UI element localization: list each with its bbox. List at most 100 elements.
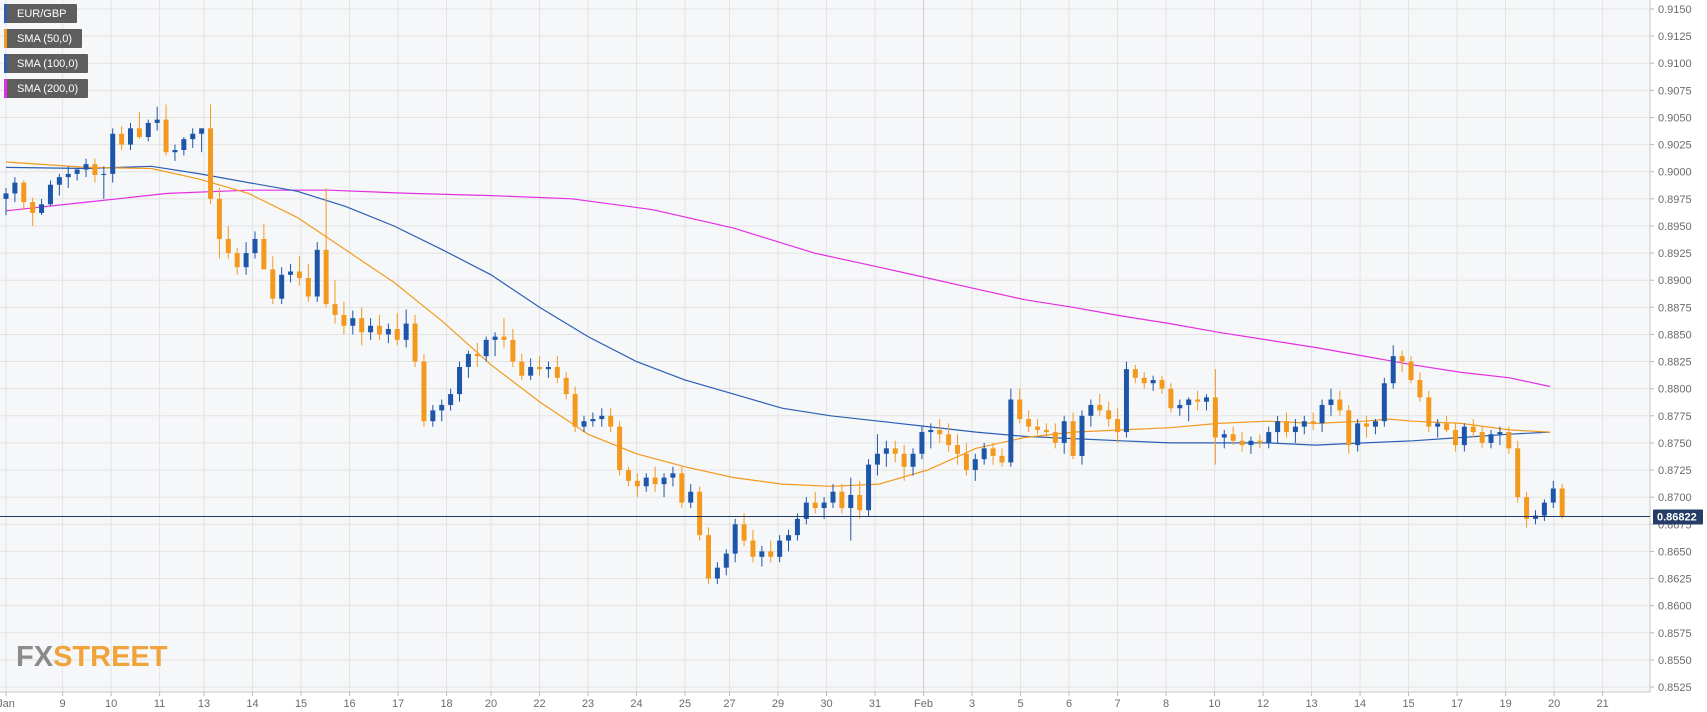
- candle[interactable]: [892, 440, 898, 463]
- candle[interactable]: [830, 484, 836, 509]
- candle[interactable]: [634, 473, 640, 498]
- candle[interactable]: [332, 280, 338, 324]
- candle[interactable]: [1381, 377, 1387, 427]
- candle[interactable]: [1159, 375, 1165, 395]
- candle[interactable]: [145, 119, 151, 142]
- candle[interactable]: [448, 388, 454, 411]
- candle[interactable]: [794, 513, 800, 541]
- legend-item-sma-100[interactable]: SMA (100,0): [4, 54, 89, 73]
- candle[interactable]: [777, 535, 783, 563]
- candle[interactable]: [1470, 419, 1476, 438]
- candle[interactable]: [661, 473, 667, 498]
- candle[interactable]: [563, 372, 569, 400]
- candle[interactable]: [625, 466, 631, 487]
- candle[interactable]: [412, 314, 418, 367]
- candle[interactable]: [705, 527, 711, 584]
- candle[interactable]: [581, 415, 587, 433]
- candle[interactable]: [741, 513, 747, 546]
- candle[interactable]: [1035, 419, 1041, 435]
- candle[interactable]: [234, 247, 240, 275]
- candle[interactable]: [1177, 399, 1183, 416]
- candle[interactable]: [1150, 375, 1156, 391]
- candle[interactable]: [83, 158, 89, 178]
- candle[interactable]: [554, 356, 560, 384]
- candle[interactable]: [857, 480, 863, 519]
- candle[interactable]: [928, 423, 934, 449]
- legend-item-eurgbp[interactable]: EUR/GBP: [4, 4, 77, 23]
- candle[interactable]: [768, 540, 774, 563]
- candle[interactable]: [617, 421, 623, 476]
- candle[interactable]: [1497, 426, 1503, 446]
- candle[interactable]: [1506, 426, 1512, 454]
- candle[interactable]: [323, 187, 329, 308]
- candle[interactable]: [803, 497, 809, 525]
- candle[interactable]: [1008, 388, 1014, 467]
- candle[interactable]: [1043, 423, 1049, 438]
- candle[interactable]: [21, 180, 27, 210]
- candle[interactable]: [1328, 388, 1334, 416]
- candle[interactable]: [1372, 419, 1378, 435]
- candle[interactable]: [350, 310, 356, 335]
- candle[interactable]: [1061, 415, 1067, 454]
- candle[interactable]: [1203, 394, 1209, 411]
- candle[interactable]: [483, 336, 489, 362]
- candle[interactable]: [1364, 415, 1370, 438]
- candle[interactable]: [385, 323, 391, 344]
- candle[interactable]: [1106, 401, 1112, 427]
- candle[interactable]: [910, 448, 916, 476]
- candle[interactable]: [1230, 426, 1236, 446]
- candle[interactable]: [1408, 356, 1414, 384]
- candle[interactable]: [723, 549, 729, 576]
- candle[interactable]: [1070, 412, 1076, 460]
- candle[interactable]: [1212, 369, 1218, 465]
- candle[interactable]: [172, 144, 178, 161]
- candle[interactable]: [572, 386, 578, 433]
- candle[interactable]: [1390, 345, 1396, 389]
- candle[interactable]: [821, 497, 827, 519]
- candle[interactable]: [47, 180, 53, 207]
- candle[interactable]: [1524, 491, 1530, 528]
- candle[interactable]: [643, 473, 649, 492]
- candle[interactable]: [439, 399, 445, 422]
- candle[interactable]: [786, 529, 792, 552]
- candle[interactable]: [688, 484, 694, 509]
- candle[interactable]: [919, 426, 925, 460]
- candle[interactable]: [848, 477, 854, 541]
- candle[interactable]: [190, 128, 196, 148]
- candle[interactable]: [1532, 510, 1538, 525]
- candle[interactable]: [492, 332, 498, 357]
- candle[interactable]: [1141, 372, 1147, 389]
- candle[interactable]: [1186, 397, 1192, 422]
- candle[interactable]: [1079, 410, 1085, 465]
- candle[interactable]: [430, 404, 436, 427]
- candle[interactable]: [1284, 412, 1290, 438]
- candle[interactable]: [874, 434, 880, 476]
- candle[interactable]: [92, 158, 98, 183]
- candle[interactable]: [990, 442, 996, 465]
- candle[interactable]: [946, 423, 952, 452]
- candle[interactable]: [1435, 419, 1441, 438]
- candle[interactable]: [39, 198, 45, 216]
- candle[interactable]: [136, 112, 142, 140]
- candle[interactable]: [750, 529, 756, 563]
- candle[interactable]: [1399, 350, 1405, 373]
- candle[interactable]: [30, 197, 36, 226]
- candle[interactable]: [1266, 426, 1272, 449]
- candle[interactable]: [216, 187, 222, 259]
- candle[interactable]: [341, 301, 347, 335]
- candle[interactable]: [714, 562, 720, 584]
- candle[interactable]: [599, 408, 605, 427]
- candle[interactable]: [181, 137, 187, 156]
- candle[interactable]: [759, 545, 765, 567]
- candle[interactable]: [1559, 484, 1565, 519]
- candle[interactable]: [1257, 434, 1263, 449]
- candle[interactable]: [1515, 440, 1521, 503]
- candle[interactable]: [1461, 423, 1467, 452]
- candle[interactable]: [368, 318, 374, 340]
- candle[interactable]: [501, 318, 507, 348]
- candle[interactable]: [199, 128, 205, 153]
- candle[interactable]: [305, 263, 311, 302]
- candle[interactable]: [1541, 499, 1547, 522]
- candle[interactable]: [288, 263, 294, 283]
